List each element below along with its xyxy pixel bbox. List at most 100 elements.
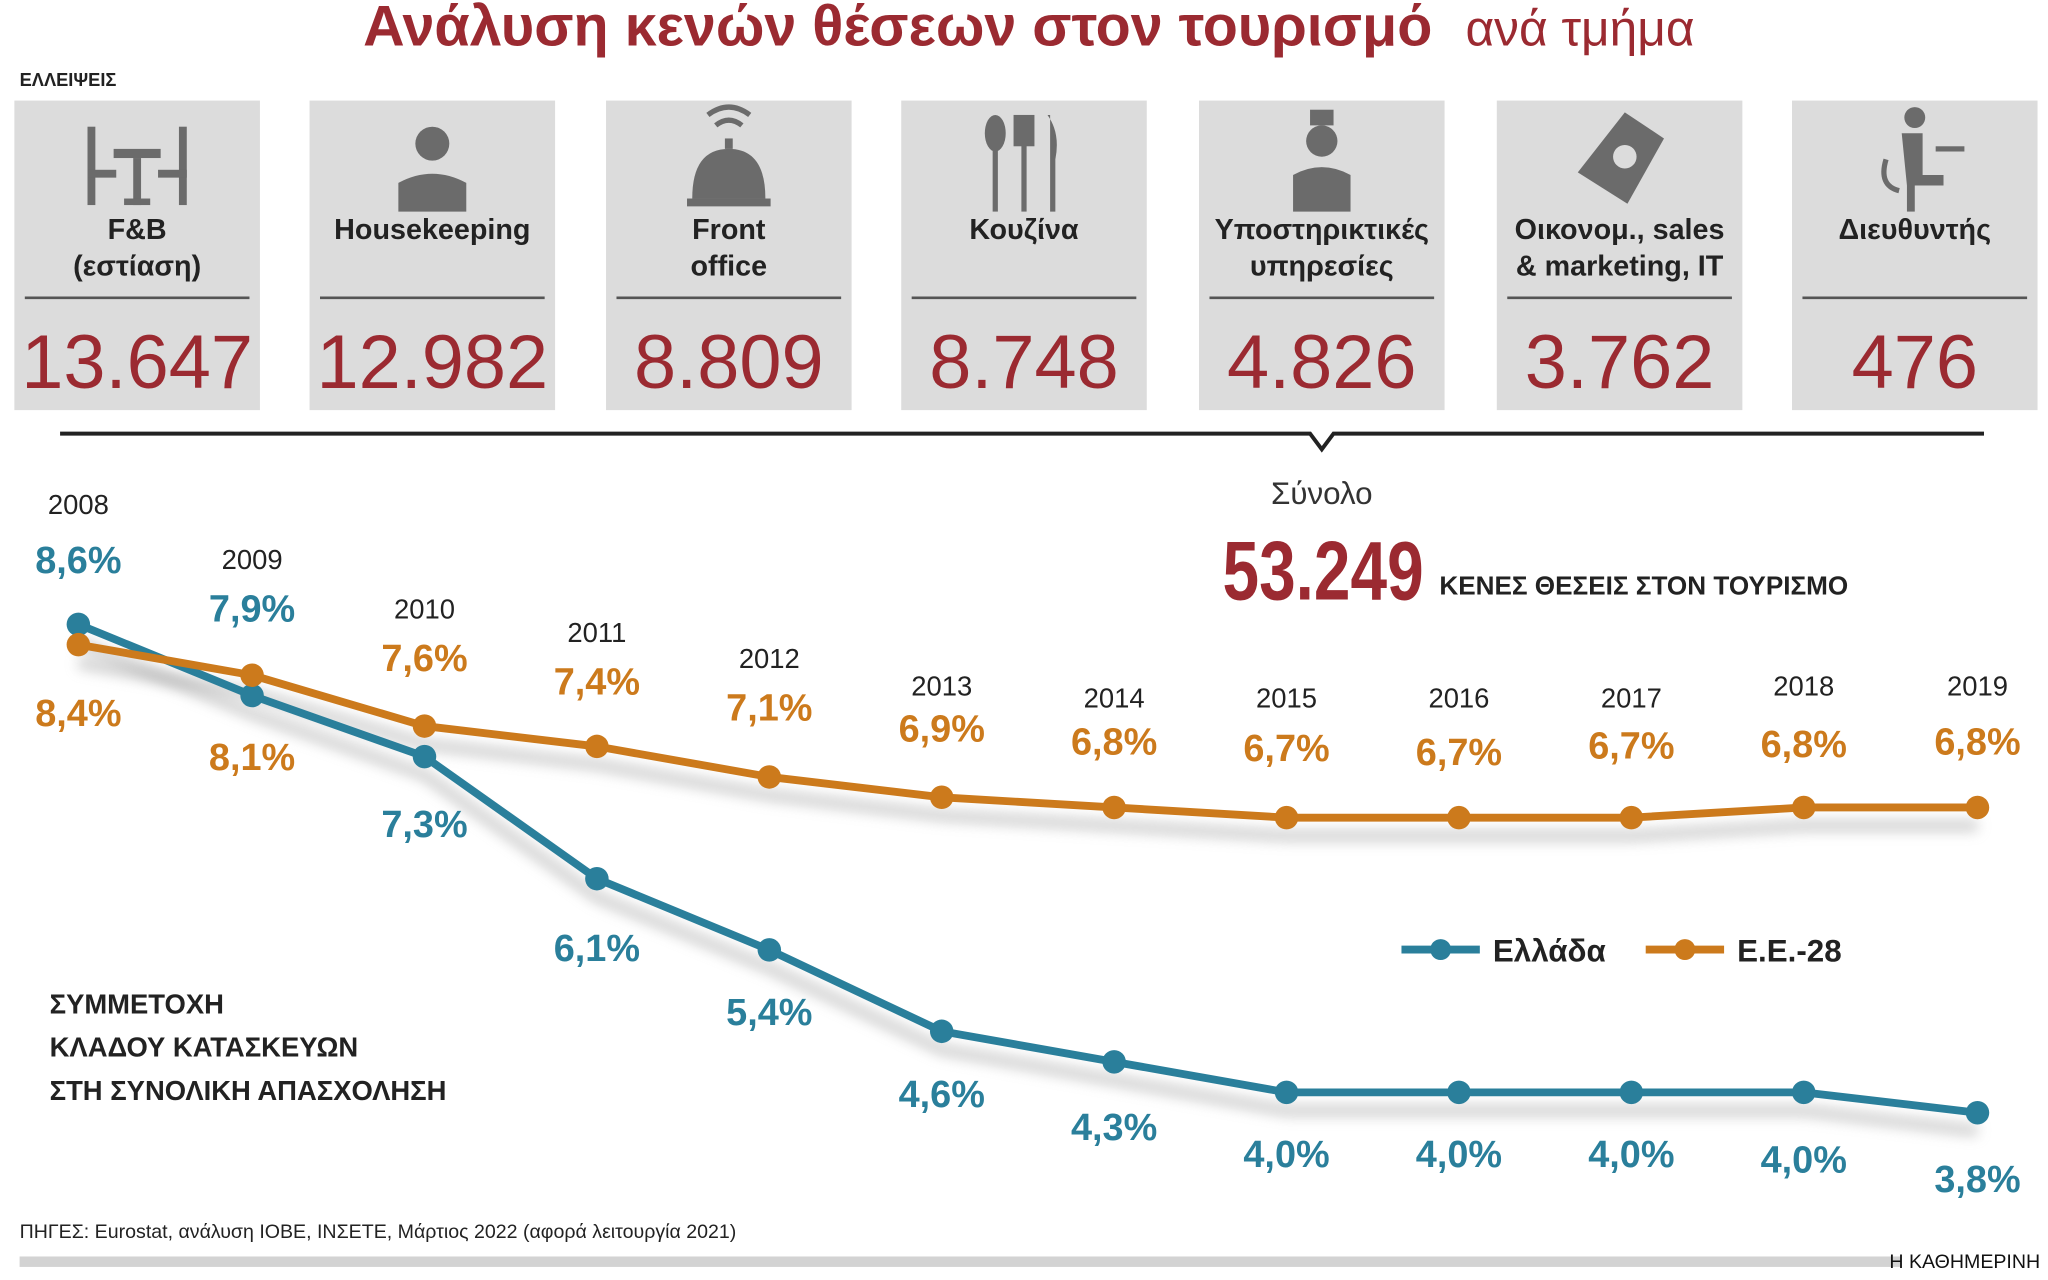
eu28-data-label: 6,9% bbox=[899, 708, 985, 750]
chart-title-line: ΣΤΗ ΣΥΝΟΛΙΚΗ ΑΠΑΣΧΟΛΗΣΗ bbox=[50, 1075, 447, 1106]
footer-bar bbox=[19, 1256, 1901, 1267]
department-cards: F&B (εστίαση) 13.647 Housekeeping 12.982 Fron… bbox=[14, 100, 2038, 411]
greece-data-label: 4,0% bbox=[1588, 1134, 1674, 1176]
total-caption: ΚΕΝΕΣ ΘΕΣΕΙΣ ΣΤΟΝ ΤΟΥΡΙΣΜΟ bbox=[1439, 570, 1848, 600]
greece-point bbox=[929, 1019, 954, 1044]
eu28-data-label: 8,1% bbox=[209, 737, 295, 779]
department-card: Front office 8.809 bbox=[606, 100, 852, 411]
series-shadow bbox=[77, 657, 1978, 842]
department-name: Διευθυντής bbox=[1839, 214, 1991, 246]
eu28-data-label: 6,7% bbox=[1243, 728, 1329, 770]
greece-data-label: 8,6% bbox=[35, 540, 121, 582]
eu28-point bbox=[1965, 795, 1990, 820]
eu28-point bbox=[412, 714, 437, 738]
department-card: Οικονομ., sales & marketing, IT 3.762 bbox=[1496, 100, 1743, 411]
eu28-point bbox=[585, 734, 609, 759]
money-icon bbox=[1577, 112, 1664, 204]
department-name: F&B bbox=[108, 214, 167, 246]
eu28-point bbox=[66, 632, 91, 657]
greece-data-label: 4,6% bbox=[899, 1074, 985, 1116]
greece-point bbox=[757, 938, 782, 962]
line-chart: 8,6% 7,9% 7,3% 6,1% 5,4% 4,6% 4,3% 4,0% 4,0% 4,0%… bbox=[35, 489, 2020, 1201]
department-name-line2: & marketing, IT bbox=[1516, 251, 1724, 283]
chart-title: ΣΥΜΜΕΤΟΧΗ ΚΛΑΔΟΥ ΚΑΤΑΣΚΕΥΩΝ ΣΤΗ ΣΥΝΟΛΙΚΗ… bbox=[50, 989, 447, 1106]
legend-greece: Ελλάδα bbox=[1401, 933, 1606, 968]
greece-point bbox=[1965, 1100, 1990, 1125]
department-value: 8.748 bbox=[929, 320, 1119, 405]
year-label: 2013 bbox=[911, 671, 972, 702]
eu28-data-label: 6,8% bbox=[1934, 721, 2020, 763]
eu28-data-label: 8,4% bbox=[35, 693, 121, 735]
eu28-point bbox=[1274, 805, 1299, 830]
year-label: 2019 bbox=[1947, 671, 2008, 702]
department-card: Housekeeping 12.982 bbox=[309, 100, 556, 411]
eu28-data-label: 6,8% bbox=[1761, 724, 1847, 766]
eu28-data-label: 7,6% bbox=[381, 638, 467, 680]
department-card: Κουζίνα 8.748 bbox=[901, 100, 1147, 411]
greece-data-label: 7,9% bbox=[209, 588, 295, 630]
year-label: 2011 bbox=[567, 617, 626, 648]
eu28-data-label: 7,1% bbox=[726, 688, 812, 730]
year-label: 2009 bbox=[222, 544, 283, 575]
greece-data-label: 6,1% bbox=[554, 928, 640, 970]
greece-data-label: 4,3% bbox=[1071, 1107, 1157, 1149]
eu28-point bbox=[929, 785, 954, 810]
greece-data-label: 5,4% bbox=[726, 992, 812, 1034]
department-value: 8.809 bbox=[634, 320, 824, 405]
department-value: 476 bbox=[1852, 320, 1978, 405]
eu28-data-label: 6,7% bbox=[1416, 732, 1502, 774]
legend-eu28: Ε.Ε.-28 bbox=[1645, 933, 1842, 968]
chart-title-line: ΚΛΑΔΟΥ ΚΑΤΑΣΚΕΥΩΝ bbox=[50, 1032, 359, 1063]
legend-label: Ε.Ε.-28 bbox=[1737, 933, 1841, 968]
eu28-data-label: 7,4% bbox=[554, 661, 640, 703]
year-label: 2012 bbox=[739, 643, 800, 674]
eu28-point bbox=[1447, 805, 1471, 830]
year-label: 2018 bbox=[1773, 671, 1834, 702]
department-name-line2: office bbox=[691, 251, 768, 283]
year-label: 2017 bbox=[1601, 682, 1662, 713]
cutlery-icon bbox=[984, 114, 1057, 212]
manager-desk-icon bbox=[1881, 107, 1965, 212]
year-label: 2014 bbox=[1084, 682, 1145, 713]
greece-data-label: 4,0% bbox=[1243, 1134, 1329, 1176]
department-name: Υποστηρικτικές bbox=[1215, 214, 1429, 246]
divider-pointer bbox=[60, 431, 1984, 453]
brand-logo: Η ΚΑΘΗΜΕΡΙΝΗ bbox=[1889, 1251, 2040, 1273]
department-name: Οικονομ., sales bbox=[1515, 214, 1725, 246]
year-label: 2008 bbox=[48, 489, 109, 520]
greece-point bbox=[585, 866, 609, 891]
source-note: ΠΗΓΕΣ: Eurostat, ανάλυση ΙΟΒΕ, ΙΝΣΕΤΕ, Μ… bbox=[20, 1221, 737, 1243]
year-label: 2016 bbox=[1428, 682, 1489, 713]
reception-bell-icon bbox=[687, 104, 771, 207]
dining-table-icon bbox=[87, 126, 187, 206]
department-value: 13.647 bbox=[21, 320, 253, 405]
greece-point bbox=[240, 683, 264, 708]
greece-data-label: 4,0% bbox=[1761, 1139, 1847, 1181]
chart-title-line: ΣΥΜΜΕΤΟΧΗ bbox=[50, 989, 224, 1020]
eu28-point bbox=[240, 663, 264, 687]
series-shadow bbox=[76, 637, 1979, 1137]
greece-data-label: 7,3% bbox=[381, 804, 467, 846]
greece-point bbox=[1447, 1080, 1471, 1105]
greece-point bbox=[1102, 1050, 1126, 1074]
eu28-data-label: 6,8% bbox=[1071, 721, 1157, 763]
year-label: 2015 bbox=[1256, 682, 1317, 713]
eu28-data-label: 6,7% bbox=[1588, 725, 1674, 767]
subtitle: ανά τμήμα bbox=[1465, 1, 1694, 57]
main-title: Ανάλυση κενών θέσεων στον τουρισμό bbox=[363, 0, 1432, 59]
department-value: 4.826 bbox=[1227, 320, 1417, 405]
year-label: 2010 bbox=[394, 594, 455, 625]
department-name-line2: (εστίαση) bbox=[73, 251, 201, 283]
greece-line bbox=[76, 620, 1978, 1117]
legend-label: Ελλάδα bbox=[1493, 933, 1606, 968]
department-card: Υποστηρικτικές υπηρεσίες 4.826 bbox=[1199, 100, 1445, 411]
greece-point bbox=[1792, 1080, 1816, 1105]
greece-point bbox=[1619, 1080, 1644, 1105]
department-name: Κουζίνα bbox=[969, 214, 1079, 246]
department-value: 3.762 bbox=[1525, 320, 1715, 405]
department-value: 12.982 bbox=[316, 320, 548, 405]
department-name-line2: υπηρεσίες bbox=[1250, 251, 1394, 283]
department-card: Διευθυντής 476 bbox=[1792, 100, 2038, 411]
greece-data-label: 3,8% bbox=[1934, 1159, 2020, 1201]
